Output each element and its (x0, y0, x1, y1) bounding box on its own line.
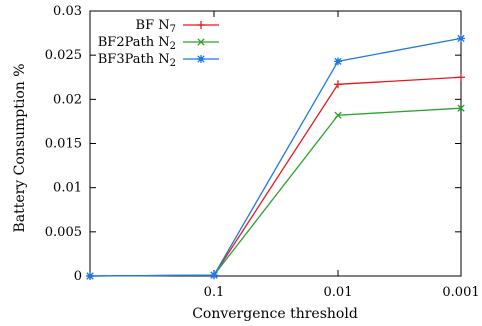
data-point (86, 272, 94, 280)
marker-core (459, 36, 463, 41)
series-1 (86, 73, 465, 280)
x-axis-title: Convergence threshold (192, 306, 358, 322)
axis-ticks: 0 0.005 0.01 0.015 0.02 0.025 0.03 0.1 0.01 0.001 (45, 4, 480, 300)
series-line (89, 37, 462, 277)
legend-label: BF N7 (136, 18, 176, 35)
series-line (89, 76, 462, 277)
marker-core (88, 274, 92, 278)
x-tick-label: 0.01 (324, 285, 353, 300)
data-point (457, 73, 465, 82)
data-point (210, 271, 218, 280)
legend-swatch-marker (197, 38, 205, 46)
data-point (334, 111, 342, 119)
series-3 (86, 34, 465, 280)
y-tick-label: 0.02 (53, 92, 82, 107)
y-tick-label: 0 (74, 269, 82, 284)
data-point (334, 80, 342, 89)
y-tick-label: 0.005 (45, 225, 82, 240)
marker-core (212, 273, 216, 278)
series-2 (86, 104, 465, 280)
y-axis-title: Battery Consumption % (12, 63, 28, 232)
y-tick-label: 0.025 (45, 48, 82, 63)
x-tick-label: 0.1 (204, 285, 225, 300)
y-tick-label: 0.015 (45, 137, 82, 152)
y-tick-label: 0.01 (53, 181, 82, 196)
legend-label: BF2Path N2 (98, 35, 176, 52)
legend-swatch-marker (197, 55, 205, 63)
data-point (457, 104, 465, 112)
series-lines (86, 34, 465, 280)
data-point (334, 57, 342, 66)
data-point (457, 34, 465, 43)
marker-core (199, 57, 203, 61)
legend-label: BF3Path N2 (98, 52, 176, 69)
series-line (89, 107, 462, 277)
plot-frame (89, 10, 462, 277)
legend-swatch-marker (197, 21, 205, 29)
plot-area-border (89, 10, 462, 277)
y-tick-label: 0.03 (53, 4, 82, 19)
marker-core (336, 59, 340, 64)
x-tick-label: 0.001 (442, 285, 479, 300)
